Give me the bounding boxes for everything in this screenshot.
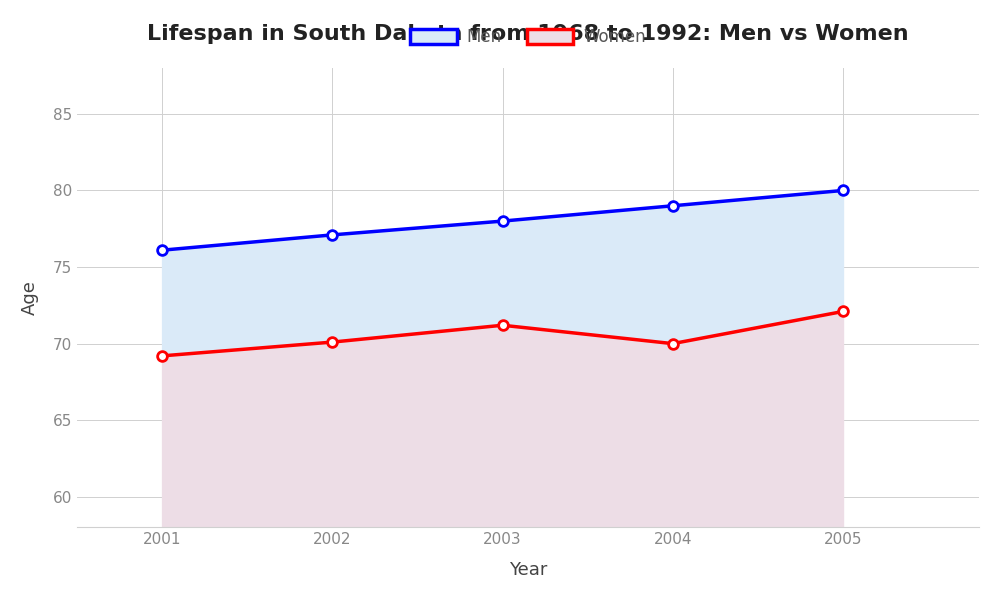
Y-axis label: Age: Age	[21, 280, 39, 315]
Legend: Men, Women: Men, Women	[403, 21, 653, 52]
Title: Lifespan in South Dakota from 1968 to 1992: Men vs Women: Lifespan in South Dakota from 1968 to 19…	[147, 24, 909, 44]
X-axis label: Year: Year	[509, 561, 547, 579]
